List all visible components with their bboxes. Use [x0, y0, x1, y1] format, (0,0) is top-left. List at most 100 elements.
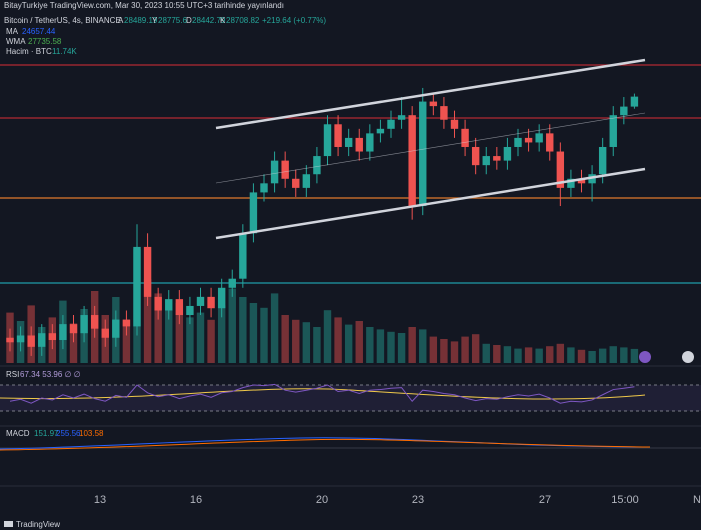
ohlc-label: K	[220, 16, 226, 25]
x-label: 13	[94, 494, 106, 506]
channel-line	[215, 167, 646, 240]
volume-bar	[471, 334, 480, 363]
indicator-value: 27735.58	[28, 37, 62, 46]
volume-bar	[313, 327, 321, 363]
candle-body	[260, 183, 268, 193]
candle-body	[493, 156, 501, 161]
candle-body	[535, 133, 543, 143]
volume-bar	[292, 319, 300, 363]
candle-body	[471, 146, 480, 166]
indicator-value: 67.34 53.96 ∅ ∅	[20, 370, 81, 379]
volume-bar	[419, 329, 427, 363]
candle-body	[90, 315, 99, 329]
candle-body	[196, 296, 205, 306]
candle-body	[366, 133, 374, 152]
ohlc-value: 28708.82	[226, 16, 260, 25]
ohlc-label: Y	[152, 16, 158, 25]
indicator-name: WMA	[6, 37, 26, 46]
x-label: 16	[190, 494, 202, 506]
ohlc-value: 28775.6	[158, 16, 187, 25]
volume-bar	[493, 345, 501, 363]
volume-bar	[577, 349, 586, 363]
candle-body	[313, 156, 321, 175]
volume-bar	[609, 346, 617, 363]
volume-bar	[450, 341, 459, 363]
candle-body	[207, 296, 215, 309]
published-note: BitayTurkiye TradingView.com, Mar 30, 20…	[4, 1, 284, 10]
candle-body	[323, 124, 332, 157]
candle-body	[175, 299, 184, 316]
indicator-value: 11.74K	[52, 47, 77, 56]
candle-body	[133, 246, 141, 327]
signal-line	[0, 438, 651, 451]
x-label: 23	[412, 494, 424, 506]
ohlc-value: 28442.79	[192, 16, 226, 25]
candle-body	[344, 137, 353, 147]
volume-bar	[249, 303, 258, 363]
volume-bar	[355, 321, 363, 363]
x-label: 20	[316, 494, 328, 506]
volume-bar	[387, 331, 395, 363]
channel-mid	[215, 112, 646, 184]
symbol: Bitcoin / TetherUS, 4s, BINANCE	[4, 16, 121, 25]
volume-bar	[323, 310, 332, 363]
volume-bar	[620, 347, 628, 363]
candle-body	[27, 335, 35, 347]
volume-bar	[567, 347, 575, 363]
candle-body	[630, 96, 639, 107]
candle-body	[482, 156, 490, 166]
candle-body	[112, 319, 120, 338]
candle-body	[186, 305, 194, 316]
logo	[4, 521, 13, 527]
indicator-name: Hacim · BTC	[6, 47, 52, 56]
candle-body	[387, 119, 395, 129]
indicator-name: RSI	[6, 370, 19, 379]
candle-body	[598, 146, 607, 175]
candle-body	[419, 101, 427, 207]
candle-body	[38, 333, 46, 347]
candle-body	[556, 151, 565, 188]
candle-body	[302, 174, 311, 188]
candle-body	[567, 178, 575, 188]
candle-body	[239, 233, 247, 279]
volume-bar	[69, 323, 78, 363]
rsi-band	[0, 385, 701, 411]
candle-body	[48, 333, 57, 341]
indicator-name: MA	[6, 27, 19, 36]
volume-bar	[270, 293, 279, 363]
volume-bar	[175, 303, 184, 363]
indicator-value: 255.56	[56, 429, 81, 438]
x-label: N	[693, 494, 701, 506]
volume-bar	[535, 348, 543, 363]
candle-body	[69, 324, 78, 334]
candle-body	[440, 106, 448, 120]
volume-bar	[482, 343, 490, 363]
volume-bar	[334, 317, 342, 363]
candle-body	[609, 115, 617, 147]
volume-bar	[376, 329, 385, 363]
volume-bar	[366, 327, 374, 363]
event-icon	[639, 351, 651, 363]
volume-bar	[546, 346, 554, 363]
volume-bar	[281, 315, 289, 363]
candle-body	[334, 124, 342, 147]
volume-bar	[514, 348, 522, 363]
volume-bar	[588, 351, 596, 363]
candle-body	[270, 160, 279, 184]
candle-body	[80, 315, 88, 334]
candle-body	[450, 119, 459, 129]
indicator-value: 24657.44	[22, 27, 56, 36]
candle-body	[16, 335, 25, 343]
ohlc-value: 28489.19	[124, 16, 158, 25]
candle-body	[59, 324, 67, 341]
volume-bar	[207, 319, 215, 363]
volume-bar	[461, 336, 469, 363]
volume-bar	[143, 279, 152, 363]
x-label: 15:00	[611, 494, 639, 506]
candle-body	[249, 192, 258, 234]
volume-bar	[630, 348, 639, 363]
flag-icon	[682, 351, 694, 363]
volume-bar	[302, 322, 311, 363]
candle-body	[524, 137, 533, 143]
